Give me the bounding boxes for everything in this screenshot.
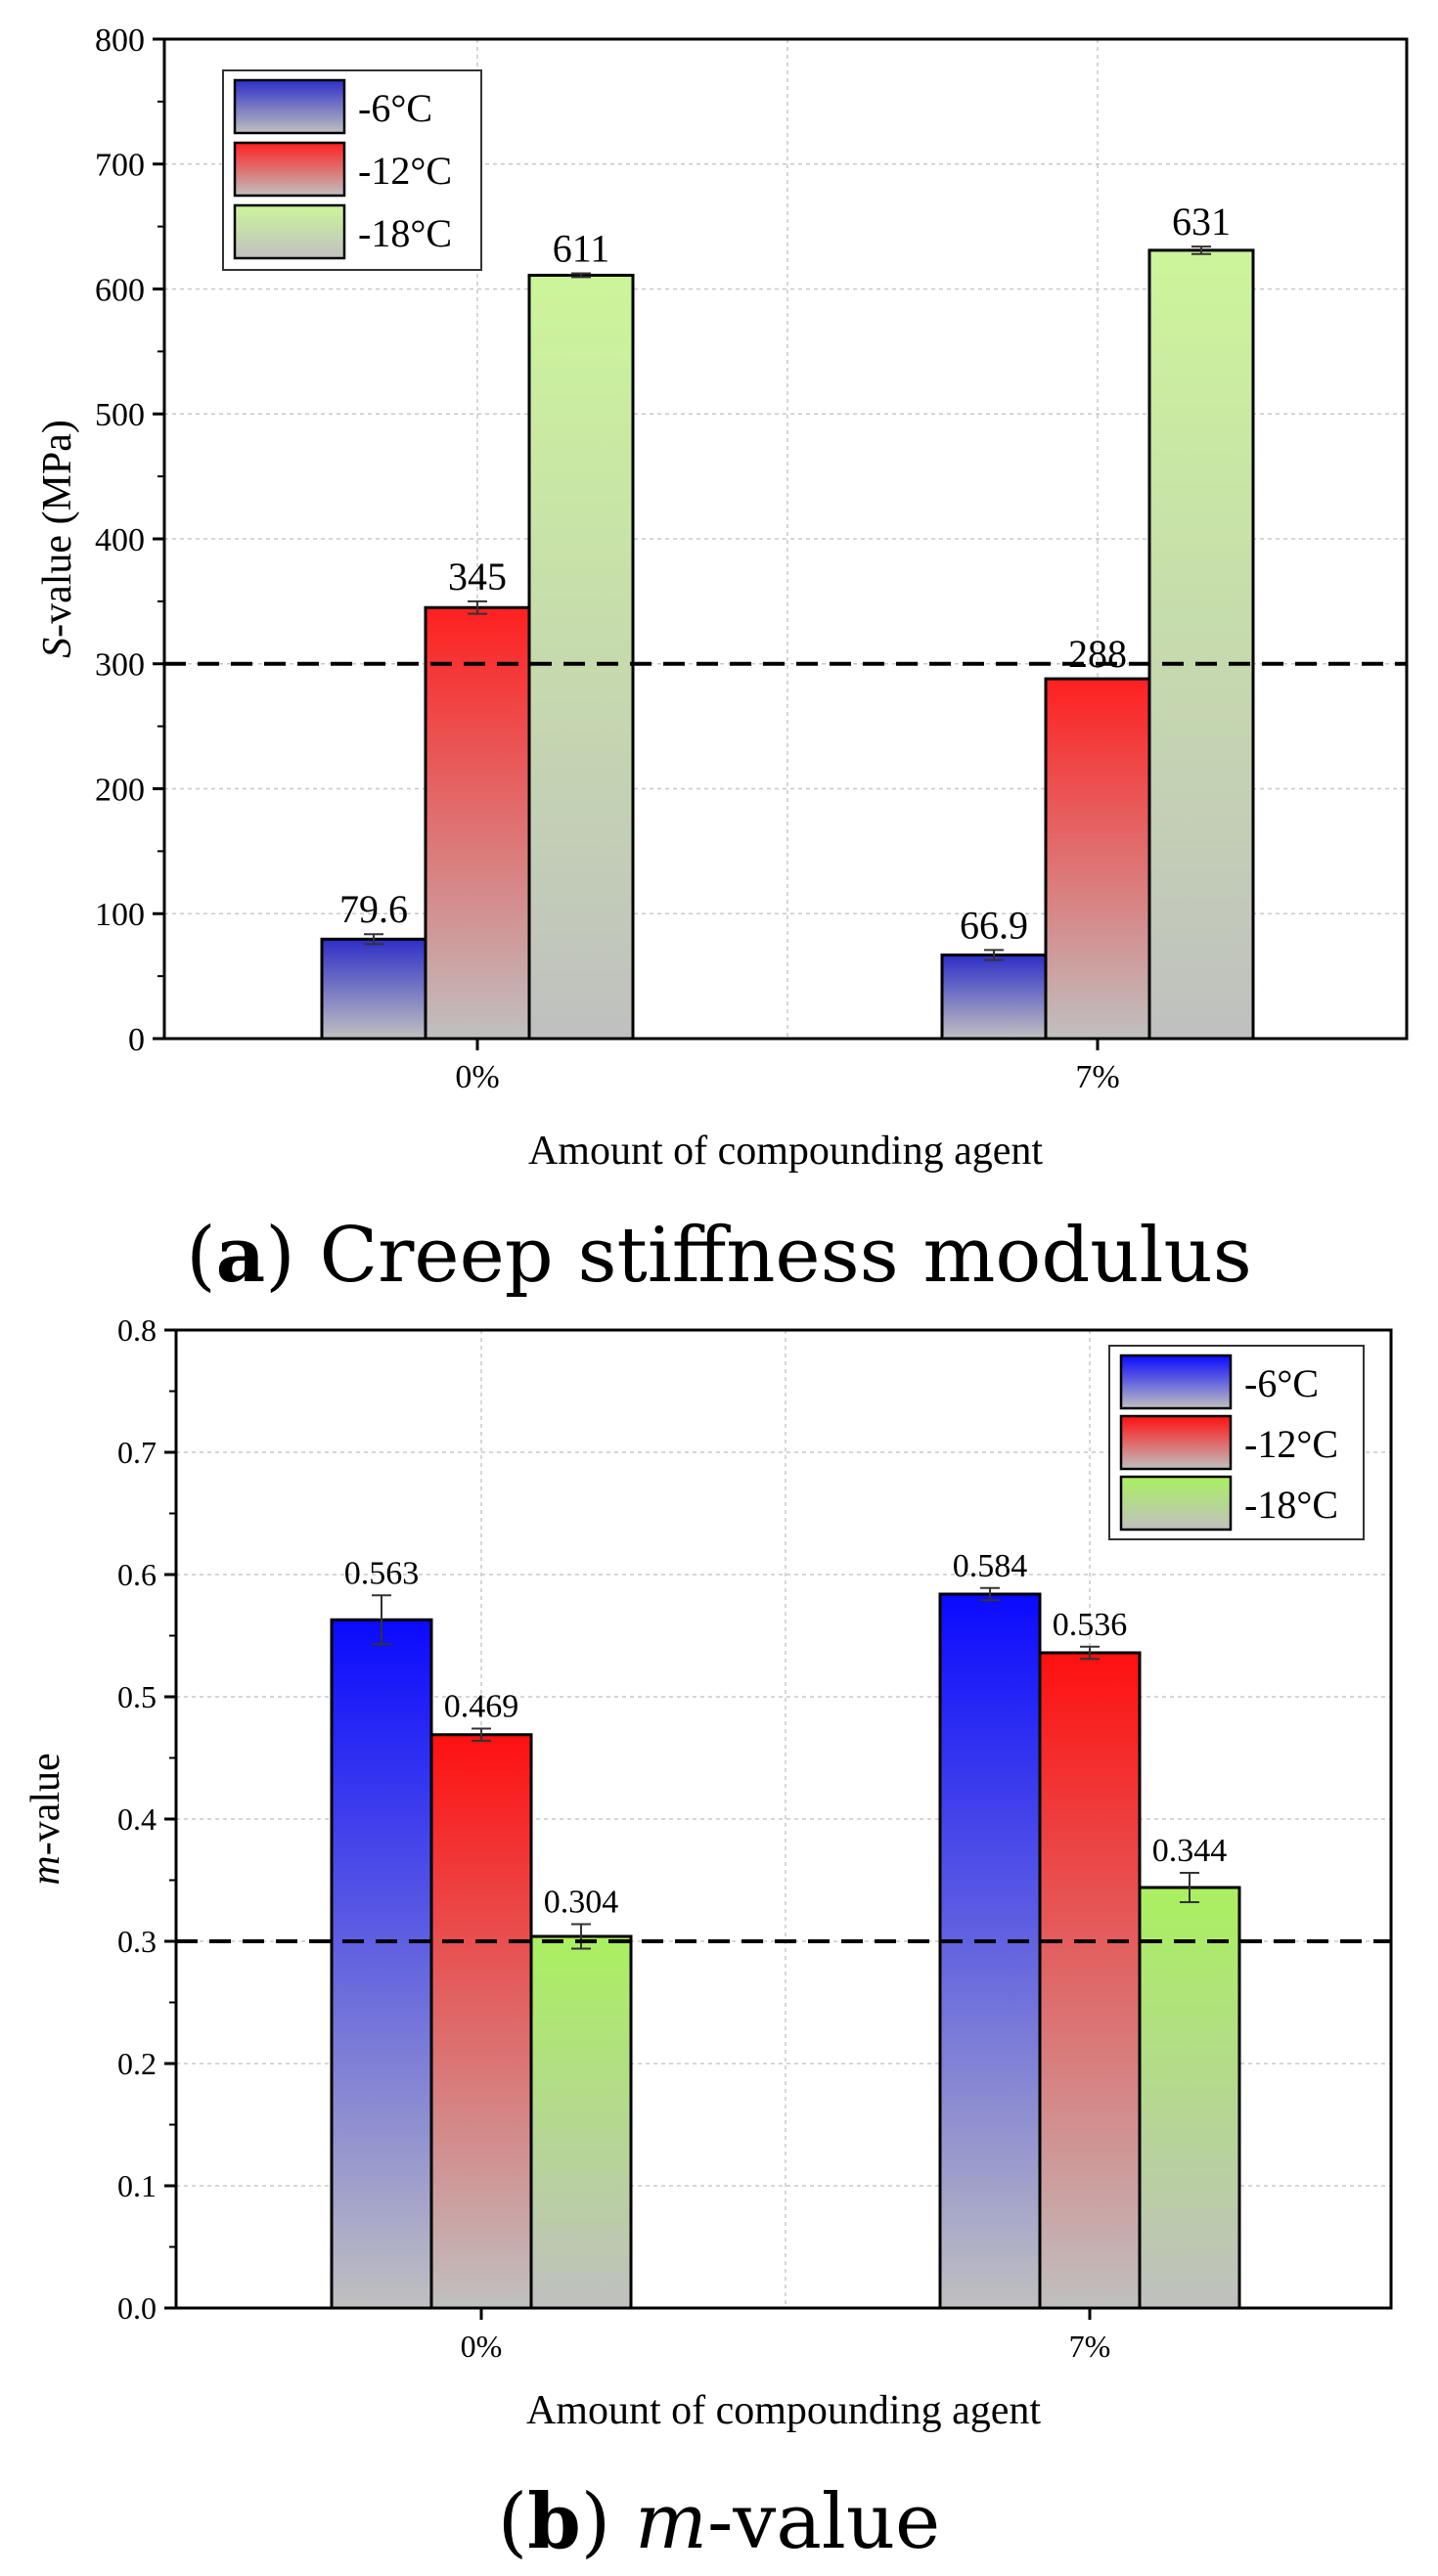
data-label: 288 [1068,632,1127,676]
error-bar [571,1923,591,1950]
bar-b-0pct-series-0 [330,1618,433,2310]
legend-label: -6°C [358,86,432,130]
y-tick-label: 400 [95,522,145,558]
legend-b: -6°C -12°C -18°C [1108,1345,1365,1540]
bar-b-7pct-series-2 [1138,1886,1241,2310]
data-label: 0.563 [344,1555,420,1591]
bar-b-0pct-series-1 [429,1733,533,2310]
error-bar [571,272,591,279]
legend-label: -12°C [358,149,452,193]
x-tick-label: 7% [1069,2329,1111,2364]
error-bar [372,1594,391,1646]
legend-label: -18°C [1244,1483,1338,1527]
y-tick-label: 500 [95,397,145,433]
y-tick-label: 600 [95,272,145,308]
x-tick-label: 0% [461,2329,503,2364]
error-bar [468,600,487,615]
y-ticks-a: 0 100 200 300 400 500 600 700 800 [95,22,164,1058]
legend-swatch [1119,1475,1233,1532]
legend-swatch [1119,1414,1233,1471]
data-label: 79.6 [339,887,408,931]
data-labels-b: 0.563 0.469 0.304 0.584 0.536 0.344 [344,1548,1228,1921]
bar-a-0pct-series-1 [424,605,531,1041]
data-label: 0.584 [953,1548,1028,1584]
legend-swatch [233,203,346,260]
bars-a [320,245,1255,1041]
bar-a-0pct-series-2 [527,273,635,1041]
error-bar [984,949,1004,961]
x-tick-label: 0% [455,1059,499,1095]
legend-swatch [1119,1354,1233,1410]
error-bar [980,1586,1000,1602]
y-tick-label: 0.3 [117,1924,157,1959]
error-bar [364,933,383,946]
y-tick-label: 200 [95,772,145,808]
error-bar [1191,245,1211,255]
panel-caption-b: (b) m-value [498,2477,940,2566]
x-ticks-b: 0% 7% [461,2308,1111,2364]
bar-b-0pct-series-2 [529,1934,633,2310]
chart-panel-b: 0.00.10.20.30.40.50.60.70.8 0% 7% 0.5630.… [23,1312,1393,2566]
bar-b-7pct-series-0 [938,1592,1042,2310]
x-ticks-a: 0% 7% [455,1039,1120,1095]
y-tick-label: 0.2 [117,2046,157,2081]
bar-a-7pct-series-0 [940,954,1048,1041]
bar-a-7pct-series-2 [1147,248,1255,1041]
data-label: 345 [448,555,507,599]
y-axis-label-a: S-value (MPa) [35,420,80,658]
y-ticks-b: 0.0 0.1 0.2 0.3 0.4 0.5 0.6 0.7 0.8 [117,1312,176,2326]
y-tick-label: 0.8 [117,1312,157,1348]
data-labels-a: 79.6 345 611 66.9 288 631 [339,200,1231,947]
data-label: 0.536 [1053,1607,1128,1643]
legend-swatch [233,78,346,135]
error-bar [472,1727,491,1742]
y-tick-label: 100 [95,897,145,933]
legend-label: -6°C [1244,1361,1319,1405]
y-tick-label: 300 [95,647,145,684]
x-tick-label: 7% [1075,1059,1119,1095]
panel-caption-a: (a) Creep stiffness modulus [186,1211,1252,1300]
y-axis-label-b: m-value [23,1753,68,1885]
legend-label: -18°C [358,211,452,255]
bar-a-0pct-series-0 [320,937,427,1041]
error-bar [1080,1645,1100,1661]
chart-panel-a: 0 100 200 300 400 500 600 700 800 0% 7% 79.6 345 61… [35,22,1409,1300]
x-axis-label-a: Amount of compounding agent [528,1129,1043,1174]
data-label: 0.304 [544,1885,619,1921]
legend-a: -6°C -12°C -18°C [222,69,482,271]
legend-label: -12°C [1244,1422,1338,1466]
y-tick-label: 0.1 [117,2168,157,2203]
y-tick-label: 0.0 [117,2290,157,2326]
bar-a-7pct-series-1 [1044,677,1151,1041]
data-label: 66.9 [960,903,1028,947]
y-tick-label: 800 [95,22,145,59]
y-tick-label: 0.7 [117,1435,157,1470]
data-label: 631 [1172,200,1231,244]
y-tick-label: 0.4 [117,1801,157,1837]
x-axis-label-b: Amount of compounding agent [526,2388,1041,2433]
bars-b [330,1586,1241,2310]
data-label: 0.469 [444,1689,519,1725]
error-bar [1180,1872,1199,1903]
data-label: 0.344 [1152,1833,1228,1869]
legend-swatch [233,141,346,198]
data-label: 611 [553,227,610,271]
y-tick-label: 0.6 [117,1557,157,1592]
y-tick-label: 0.5 [117,1679,157,1714]
y-tick-label: 0 [128,1022,145,1058]
bar-b-7pct-series-1 [1038,1651,1142,2310]
y-tick-label: 700 [95,148,145,184]
